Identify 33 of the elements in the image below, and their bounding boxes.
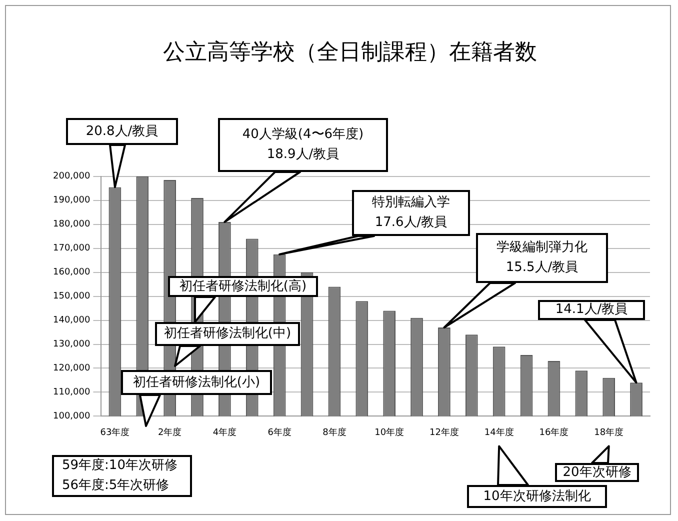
x-tick-label: 12年度 bbox=[429, 426, 459, 438]
y-tick-label: 130,000 bbox=[53, 340, 90, 350]
annotation: 初任者研修法制化(小) bbox=[121, 370, 272, 395]
y-tick-label: 180,000 bbox=[53, 220, 90, 230]
x-tick-label: 2年度 bbox=[158, 426, 182, 438]
y-tick-label: 150,000 bbox=[53, 292, 90, 302]
y-tick-label: 190,000 bbox=[53, 196, 90, 206]
y-tick-label: 200,000 bbox=[53, 172, 90, 182]
x-tick-label: 8年度 bbox=[322, 426, 346, 438]
text: 59年度:10年次研修 56年度:5年次研修 bbox=[52, 455, 192, 497]
y-tick-label: 110,000 bbox=[53, 388, 90, 398]
annotation: 学級編制弾力化 15.5人/教員 bbox=[476, 233, 608, 283]
annotation: 初任者研修法制化(中) bbox=[155, 322, 300, 346]
chart-title: 公立高等学校（全日制課程）在籍者数 bbox=[163, 40, 537, 65]
annotation: 特別転編入学 17.6人/教員 bbox=[352, 190, 470, 236]
y-tick-label: 100,000 bbox=[53, 412, 90, 422]
text: 40人学級(4〜6年度) 18.9人/教員 bbox=[218, 118, 388, 172]
x-tick-label: 14年度 bbox=[484, 426, 514, 438]
text: 10年次研修法制化 bbox=[467, 485, 607, 508]
annotation: 初任者研修法制化(高) bbox=[168, 276, 318, 297]
x-tick-label: 18年度 bbox=[594, 426, 624, 438]
x-tick-label: 63年度 bbox=[100, 426, 130, 438]
x-tick-label: 10年度 bbox=[374, 426, 404, 438]
y-tick-label: 160,000 bbox=[53, 268, 90, 278]
text: 20年次研修 bbox=[555, 463, 639, 482]
y-tick-label: 120,000 bbox=[53, 364, 90, 374]
annotation: 14.1人/教員 bbox=[538, 300, 645, 320]
annotation: 20.8人/教員 bbox=[66, 118, 178, 145]
y-tick-label: 140,000 bbox=[53, 316, 90, 326]
x-tick-label: 16年度 bbox=[539, 426, 569, 438]
x-tick-label: 4年度 bbox=[212, 426, 237, 438]
x-tick-label: 6年度 bbox=[268, 426, 292, 438]
y-tick-label: 170,000 bbox=[53, 244, 90, 254]
